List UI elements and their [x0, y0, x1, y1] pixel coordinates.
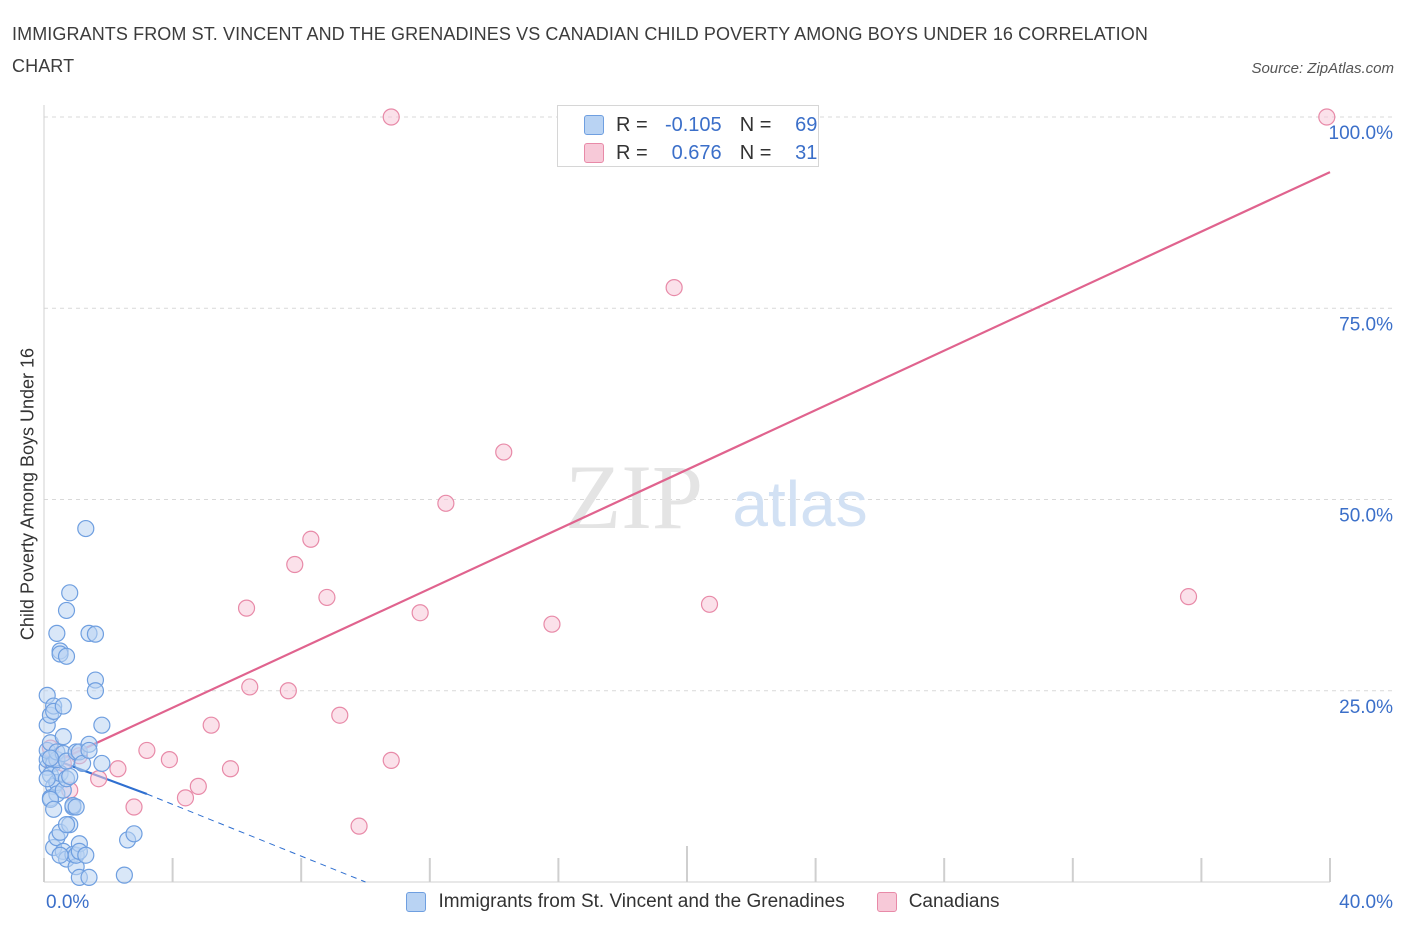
- series-legend: Immigrants from St. Vincent and the Gren…: [0, 888, 1406, 916]
- legend-r-value: -0.105: [664, 113, 722, 136]
- canadians-point: [160, 750, 178, 769]
- legend-n-value: 31: [795, 141, 818, 164]
- immigrants-point: [115, 866, 133, 884]
- canadians-point: [90, 770, 108, 788]
- canadians-point: [125, 798, 143, 816]
- y-axis-title: Child Poverty Among Boys Under 16: [17, 347, 38, 641]
- immigrants-point: [77, 519, 95, 538]
- canadians-point: [382, 108, 400, 126]
- watermark: ZIP atlas: [565, 446, 868, 548]
- chart-title: IMMIGRANTS FROM ST. VINCENT AND THE GREN…: [12, 24, 1148, 76]
- immigrants-point: [38, 770, 56, 788]
- series-swatch-pink: [876, 892, 897, 912]
- canadians-point: [437, 494, 455, 512]
- legend-swatch-pink: [584, 143, 604, 163]
- canadians-point: [138, 741, 156, 760]
- immigrants-point: [61, 584, 79, 602]
- immigrants-point: [77, 846, 95, 864]
- canadians-point: [221, 760, 240, 778]
- x-tick-label: 40.0%: [1339, 892, 1393, 913]
- canadians-point: [411, 604, 429, 622]
- canadians-point: [350, 817, 368, 835]
- immigrants-point: [86, 682, 105, 700]
- legend-swatch-blue: [584, 115, 604, 135]
- legend-n-label: N =: [739, 113, 772, 136]
- canadians-point: [382, 751, 400, 769]
- tick-labels: 25.0% 50.0% 75.0% 100.0% 0.0% 40.0%: [46, 123, 1393, 913]
- canadians-point: [1318, 108, 1336, 126]
- canadians-point: [241, 678, 259, 696]
- immigrants-point: [48, 624, 66, 642]
- immigrants-point: [93, 716, 111, 734]
- chart-source: Source: ZipAtlas.com: [1251, 60, 1394, 77]
- axes: [43, 105, 1331, 883]
- canadians-point: [202, 716, 220, 734]
- immigrants-point: [61, 767, 79, 786]
- canadians-point: [495, 443, 513, 461]
- immigrants-point: [80, 741, 98, 760]
- canadians-point: [318, 588, 336, 607]
- legend-r-label: R =: [616, 141, 648, 164]
- watermark-atlas: atlas: [732, 468, 867, 540]
- immigrants-point: [41, 749, 60, 767]
- canadians-point: [302, 530, 320, 548]
- canadians-point: [331, 706, 349, 724]
- canadians-point: [543, 615, 561, 633]
- legend-n-value: 69: [795, 113, 818, 136]
- y-tick-label: 100.0%: [1329, 123, 1394, 144]
- immigrants-point: [45, 800, 63, 818]
- legend-row-pink: R = 0.676 N = 31: [584, 139, 817, 167]
- immigrants-point: [80, 868, 98, 887]
- immigrants-point: [57, 816, 76, 834]
- canadians-point: [189, 777, 207, 795]
- immigrants-point: [67, 798, 85, 816]
- immigrants-point: [54, 697, 72, 715]
- canadians-point: [279, 682, 297, 700]
- x-tick-label: 0.0%: [46, 892, 89, 913]
- immigrants-point: [51, 846, 69, 864]
- canadians-point: [286, 555, 304, 574]
- y-tick-label: 75.0%: [1339, 314, 1393, 335]
- y-tick-label: 25.0%: [1339, 697, 1393, 718]
- canadians-point: [700, 595, 719, 613]
- canadians-point: [109, 760, 127, 778]
- y-tick-label: 50.0%: [1339, 506, 1393, 527]
- legend-r-value: 0.676: [671, 141, 722, 164]
- immigrants-point: [86, 625, 105, 643]
- immigrants-point: [125, 825, 143, 843]
- canadians-point: [237, 599, 256, 617]
- data-points: [38, 108, 1336, 887]
- immigrants-trend-extension: [146, 793, 366, 883]
- correlation-legend: R = -0.105 N = 69 R = 0.676 N = 31: [557, 105, 819, 167]
- canadians-point: [176, 789, 195, 807]
- series-legend-item-blue: Immigrants from St. Vincent and the Gren…: [406, 891, 845, 913]
- canadians-point: [1179, 588, 1198, 606]
- immigrants-point: [93, 754, 111, 773]
- canadians-trend-line: [43, 171, 1331, 769]
- series-legend-label: Immigrants from St. Vincent and the Gren…: [438, 891, 845, 912]
- series-legend-label: Canadians: [908, 891, 1000, 912]
- series-legend-item-pink: Canadians: [876, 891, 1000, 913]
- immigrants-point: [57, 647, 76, 665]
- series-swatch-blue: [406, 892, 427, 912]
- legend-r-label: R =: [616, 113, 648, 136]
- canadians-point: [665, 278, 683, 297]
- legend-row-blue: R = -0.105 N = 69: [584, 111, 817, 139]
- legend-n-label: N =: [739, 141, 772, 164]
- immigrants-point: [54, 728, 72, 746]
- watermark-zip: ZIP: [565, 446, 703, 548]
- immigrants-point: [57, 601, 76, 620]
